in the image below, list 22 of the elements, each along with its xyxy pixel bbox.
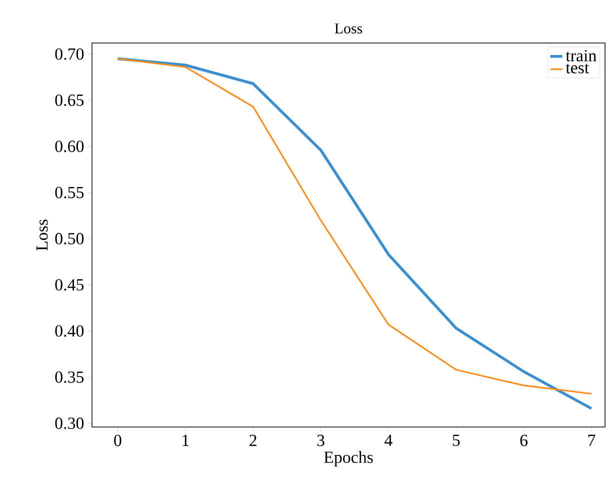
chart-title: Loss — [334, 24, 362, 34]
x-tick-label: 5 — [452, 434, 460, 446]
legend-label: train — [566, 50, 596, 62]
legend-label: test — [566, 64, 590, 74]
x-tick-label: 6 — [520, 434, 528, 446]
y-tick-label: 0.30 — [55, 418, 84, 430]
y-tick-label: 0.40 — [55, 325, 84, 337]
y-tick-label: 0.45 — [55, 279, 84, 291]
y-tick-label: 0.70 — [55, 48, 84, 60]
x-tick-label: 3 — [317, 434, 324, 446]
y-tick-label: 0.60 — [55, 140, 84, 152]
y-tick-label: 0.50 — [55, 232, 84, 244]
x-tick-label: 2 — [250, 434, 256, 446]
x-tick-label: 1 — [182, 434, 189, 446]
x-tick-label: 0 — [114, 434, 122, 446]
x-axis-title: Epochs — [324, 451, 373, 466]
y-tick-label: 0.35 — [55, 371, 84, 383]
x-tick-label: 4 — [384, 434, 392, 446]
y-tick-label: 0.55 — [55, 186, 84, 198]
y-axis-title: Loss — [36, 220, 48, 251]
x-tick-label: 7 — [588, 434, 596, 446]
y-tick-label: 0.65 — [55, 94, 84, 106]
